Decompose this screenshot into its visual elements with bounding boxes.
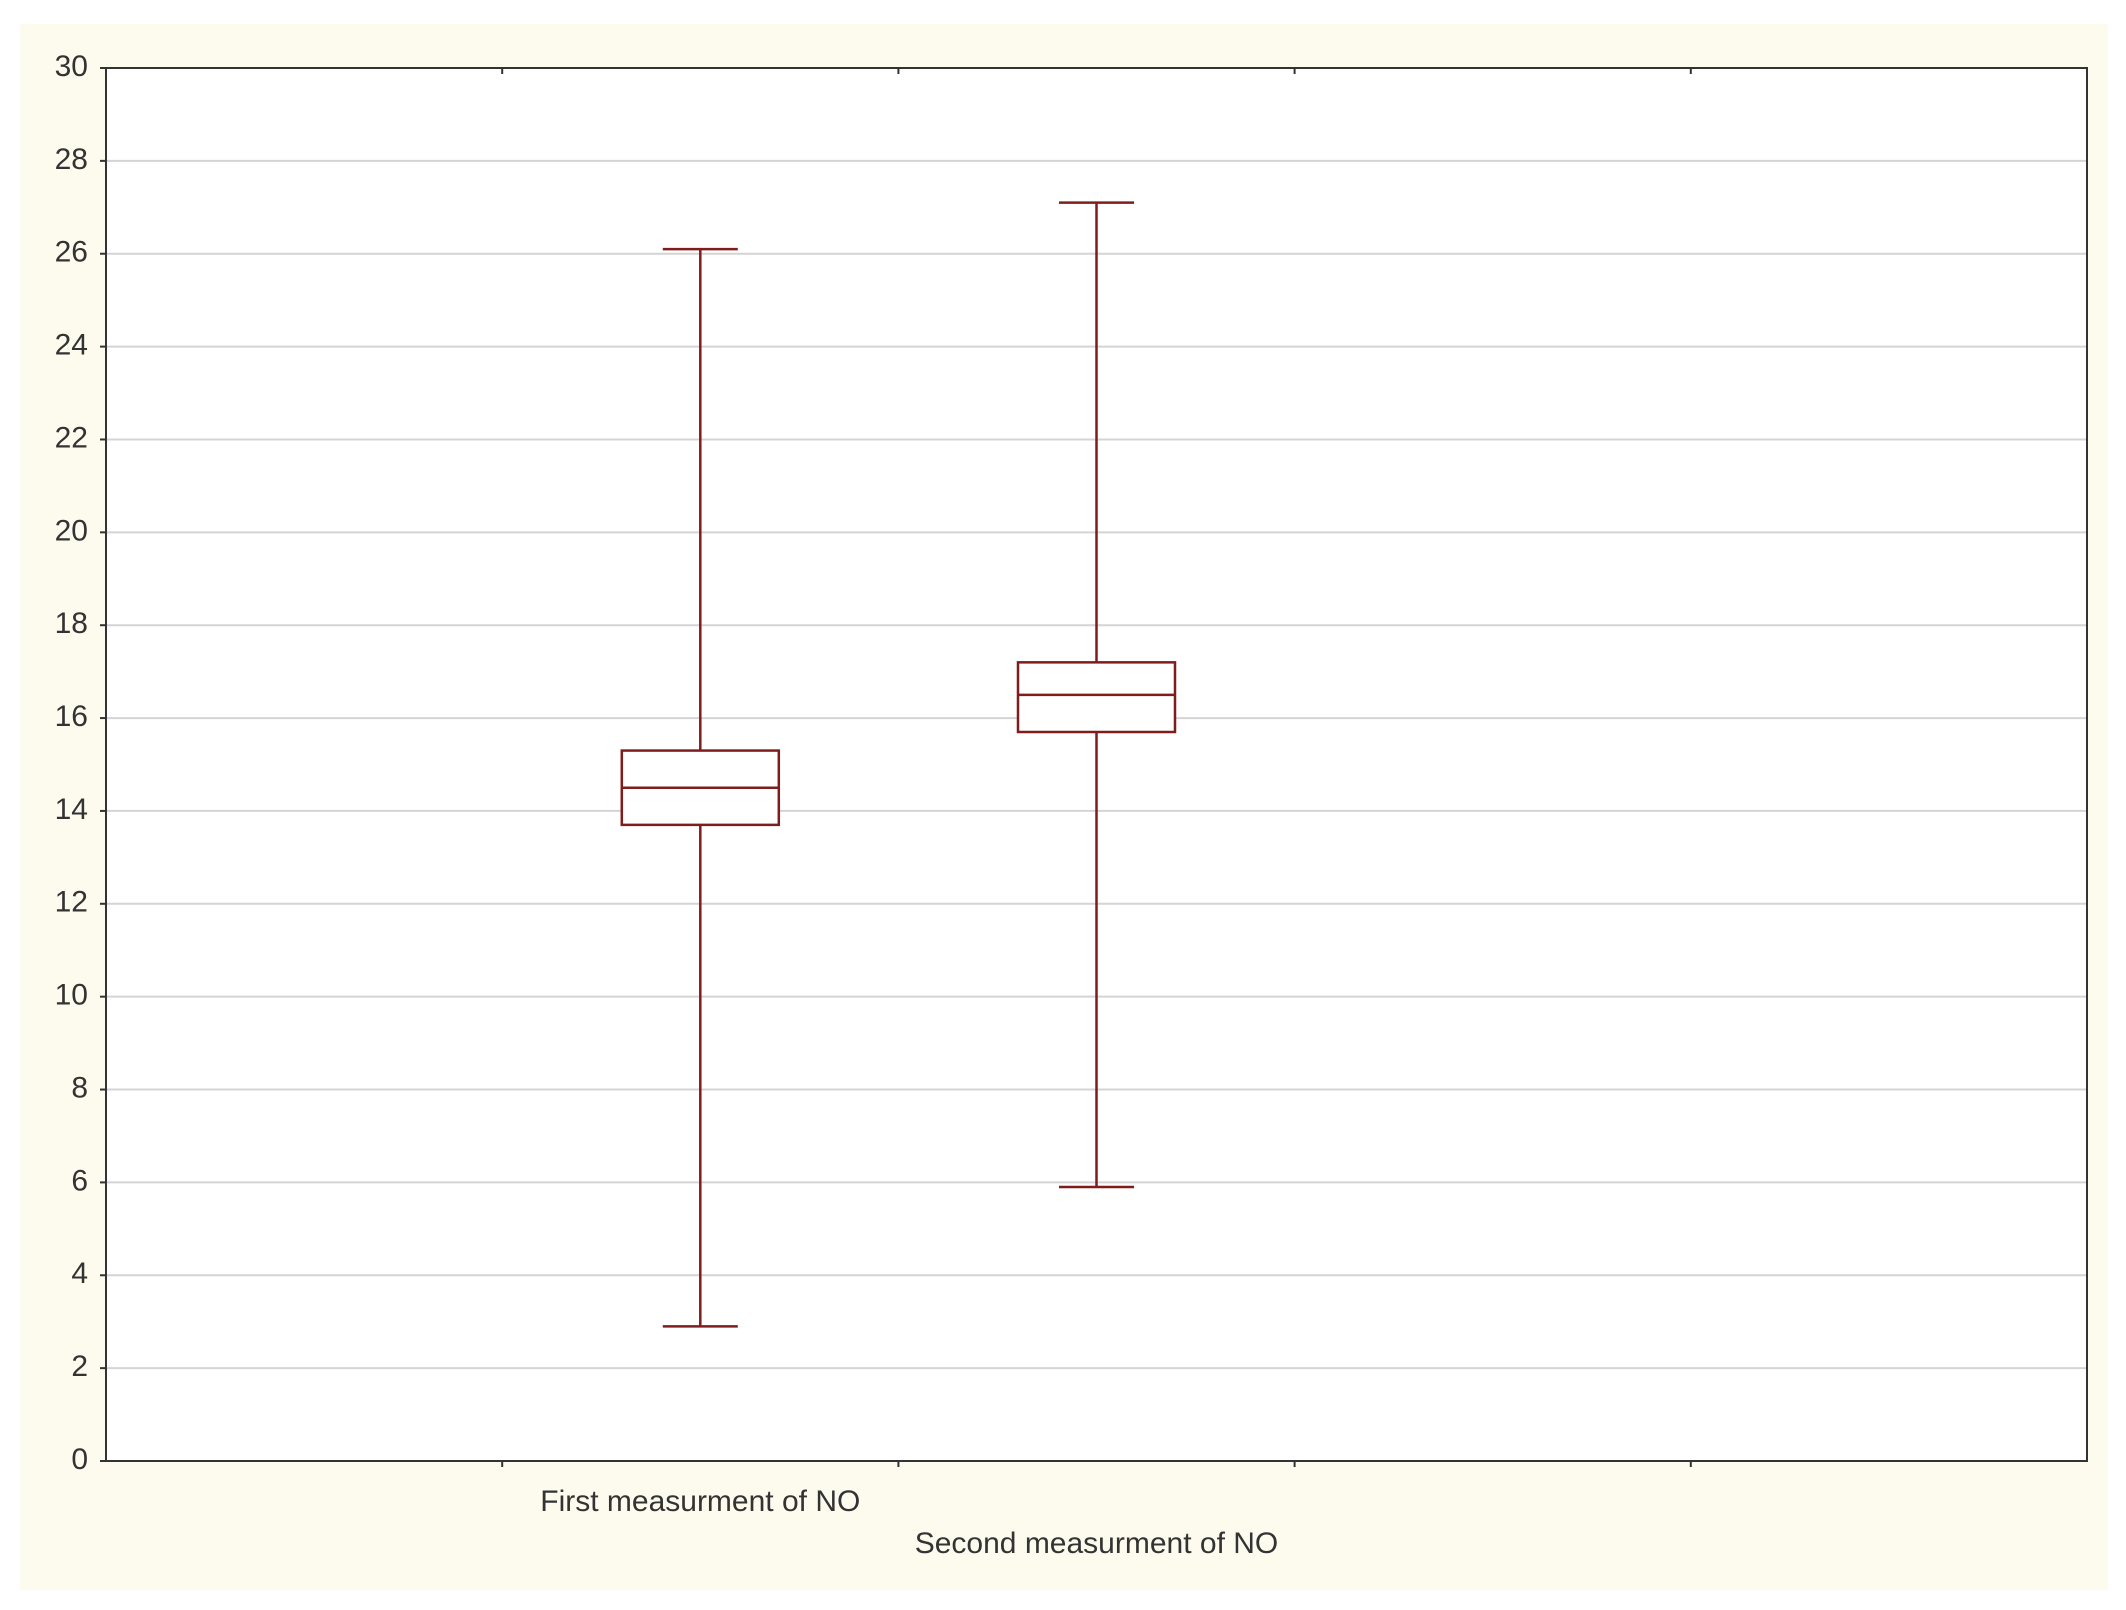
x-tick-label: First measurment of NO bbox=[540, 1485, 860, 1518]
y-tick-label: 8 bbox=[71, 1071, 88, 1104]
box bbox=[1016, 661, 1177, 734]
y-tick-label: 6 bbox=[71, 1164, 88, 1197]
y-tick-label: 12 bbox=[55, 886, 88, 919]
y-tick-label: 16 bbox=[55, 700, 88, 733]
y-tick-label: 22 bbox=[55, 421, 88, 454]
y-tick-label: 28 bbox=[55, 143, 88, 176]
y-tick-label: 10 bbox=[55, 979, 88, 1012]
y-tick-label: 2 bbox=[71, 1350, 88, 1383]
y-tick-label: 24 bbox=[55, 329, 88, 362]
y-tick-label: 30 bbox=[55, 50, 88, 83]
y-tick-label: 18 bbox=[55, 607, 88, 640]
y-tick-label: 0 bbox=[71, 1443, 88, 1476]
y-tick-label: 20 bbox=[55, 514, 88, 547]
x-tick-label: Second measurment of NO bbox=[915, 1527, 1279, 1560]
y-tick-label: 14 bbox=[55, 793, 88, 826]
y-tick-label: 26 bbox=[55, 236, 88, 269]
plot-frame bbox=[105, 67, 2088, 1462]
y-tick-label: 4 bbox=[71, 1257, 88, 1290]
